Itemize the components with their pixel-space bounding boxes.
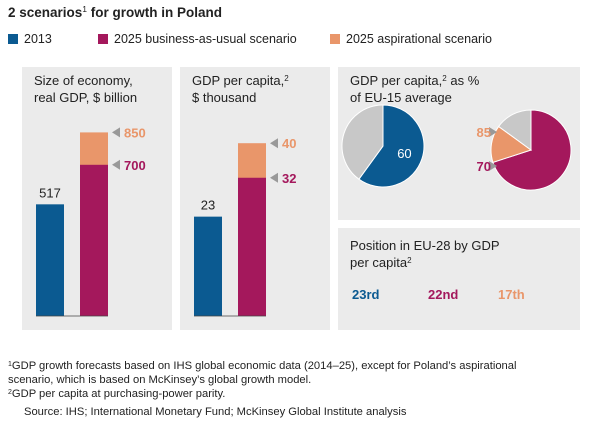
source: Source: IHS; International Monetary Fund… (24, 406, 407, 418)
title-text: GDP per capita, (192, 73, 284, 88)
panel-title: GDP per capita,2 as % (350, 73, 480, 88)
panel-title: GDP per capita,2 (192, 73, 289, 88)
title-text: of EU-15 average (350, 90, 452, 105)
pointer (270, 138, 278, 149)
legend-label: 2013 (24, 32, 52, 46)
legend-swatch (98, 34, 108, 44)
title: 2 scenarios1 for growth in Poland (8, 4, 222, 20)
legend-swatch (8, 34, 18, 44)
pointer (112, 159, 120, 170)
bar (238, 177, 266, 316)
value-label: 700 (124, 158, 146, 173)
pie-slice (492, 109, 572, 191)
value-label: 40 (282, 136, 296, 151)
title-text: GDP per capita, (350, 73, 442, 88)
title-text: for growth in Poland (87, 5, 222, 20)
pointer (270, 172, 278, 183)
title-text: per capita (350, 255, 408, 270)
panel-title: Position in EU-28 by GDP (350, 238, 500, 253)
footnote-text: GDP per capita at purchasing-power parit… (12, 388, 226, 400)
title-text: as % (447, 73, 480, 88)
rank-label: 22nd (428, 287, 458, 302)
panel-title: of EU-15 average (350, 90, 452, 105)
bar (194, 216, 222, 316)
bar (36, 204, 64, 316)
legend-swatch (330, 34, 340, 44)
value-label: 517 (39, 185, 61, 200)
title-sup: 2 (284, 74, 289, 83)
value-label: 85 (477, 125, 491, 140)
panel (338, 228, 580, 330)
title-text: $ thousand (192, 90, 256, 105)
footnote-text: scenario, which is based on McKinsey’s g… (8, 374, 311, 386)
legend-label: 2025 aspirational scenario (346, 32, 492, 46)
pie-remainder (497, 109, 532, 151)
pie-remainder (341, 104, 384, 180)
footnote: 1GDP growth forecasts based on IHS globa… (8, 360, 516, 372)
pointer (112, 127, 120, 138)
legend-label: 2025 business-as-usual scenario (114, 32, 297, 46)
title-text: Size of economy, (34, 73, 133, 88)
title-sup: 2 (442, 74, 447, 83)
title-text: real GDP, $ billion (34, 90, 137, 105)
panel-title: per capita2 (350, 255, 412, 270)
value-label: 70 (477, 159, 491, 174)
bar (80, 164, 108, 316)
footnote: 2GDP per capita at purchasing-power pari… (8, 388, 225, 400)
rank-label: 23rd (352, 287, 380, 302)
value-label: 32 (282, 171, 296, 186)
pointer (489, 161, 497, 171)
panel-title: Size of economy, (34, 73, 133, 88)
panel-title: $ thousand (192, 90, 256, 105)
value-label: 850 (124, 125, 146, 140)
footnote-sup: 2 (8, 389, 12, 396)
title-sup: 1 (82, 4, 87, 14)
footnote: scenario, which is based on McKinsey’s g… (8, 374, 311, 386)
pointer (489, 127, 497, 137)
value-label: 60 (397, 146, 411, 161)
title-text: Position in EU-28 by GDP (350, 238, 500, 253)
pie-slice (358, 104, 425, 188)
footnote-text: GDP growth forecasts based on IHS global… (12, 360, 517, 372)
rank-label: 17th (498, 287, 525, 302)
title-sup: 2 (407, 256, 412, 265)
footnote-sup: 1 (8, 361, 12, 368)
value-label: 23 (201, 198, 215, 213)
panel-title: real GDP, $ billion (34, 90, 137, 105)
title-text: 2 scenarios (8, 5, 82, 20)
